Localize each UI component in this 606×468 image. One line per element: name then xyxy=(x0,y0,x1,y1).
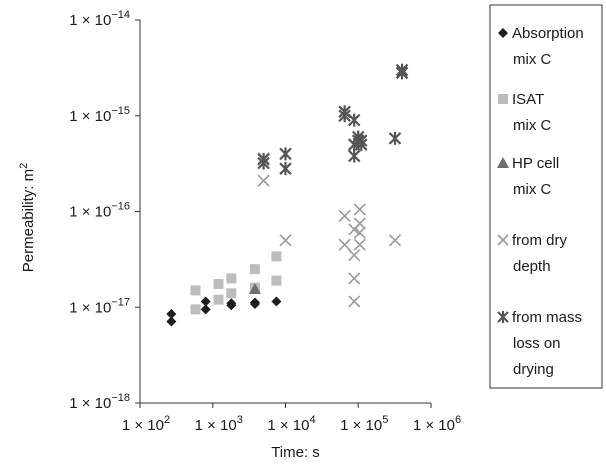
axis-titles: Time: s Permeability: m2 xyxy=(18,163,320,461)
data-point xyxy=(353,238,366,251)
data-point xyxy=(279,162,292,176)
legend-label: Absorption xyxy=(512,25,584,42)
data-point xyxy=(190,304,201,315)
data-point xyxy=(354,138,368,152)
data-point xyxy=(213,278,224,289)
data-point xyxy=(348,272,361,285)
data-point xyxy=(347,113,361,127)
legend-label: from mass xyxy=(512,309,582,326)
legend-item-3: from dry depth xyxy=(497,232,568,275)
data-point xyxy=(249,299,260,310)
data-point xyxy=(213,294,224,305)
data-point xyxy=(338,238,351,251)
y-tick-label: 1 × 10−18 xyxy=(69,392,130,412)
y-tick-label: 1 × 10−14 xyxy=(69,9,130,29)
x-tick-label: 1 × 105 xyxy=(340,414,388,434)
data-point xyxy=(271,296,282,307)
data-point xyxy=(226,300,237,311)
data-point xyxy=(395,66,409,80)
legend-item-1: ISAT mix C xyxy=(498,91,551,134)
data-point xyxy=(248,283,261,295)
legend-label: ISAT xyxy=(512,91,544,108)
data-point xyxy=(226,288,237,299)
data-point xyxy=(388,234,402,247)
data-point xyxy=(226,273,237,284)
y-axis-title: Permeability: m2 xyxy=(18,163,37,272)
series-0 xyxy=(166,296,282,327)
legend-label: HP cell xyxy=(512,155,559,172)
legend-label: drying xyxy=(513,361,554,378)
data-point xyxy=(338,109,351,123)
data-point xyxy=(166,309,177,320)
x-axis-title: Time: s xyxy=(271,444,320,461)
data-point xyxy=(190,285,201,296)
data-point xyxy=(353,203,366,216)
data-point xyxy=(348,249,361,262)
x-tick-label: 1 × 102 xyxy=(122,414,170,434)
data-point xyxy=(200,296,211,307)
legend-label: depth xyxy=(513,258,551,275)
data-point xyxy=(347,149,361,163)
legend-marker xyxy=(497,311,509,323)
tick-labels: 1 × 10−18 1 × 10−17 1 × 10−16 1 × 10−15 1 × … xyxy=(69,9,461,434)
data-point xyxy=(257,174,270,187)
y-tick-label: 1 × 10−17 xyxy=(69,296,130,316)
data-point xyxy=(353,226,366,239)
plot-area xyxy=(166,63,409,327)
legend-marker xyxy=(498,28,508,38)
legend-marker xyxy=(497,234,509,246)
data-point xyxy=(271,275,282,286)
data-point xyxy=(279,147,292,161)
legend-item-2: HP cell mix C xyxy=(497,155,559,198)
data-point xyxy=(338,209,351,222)
data-point xyxy=(257,156,270,170)
x-tick-label: 1 × 106 xyxy=(413,414,461,434)
y-tick-label: 1 × 10−15 xyxy=(69,105,130,125)
legend-marker xyxy=(498,94,508,104)
y-tick-label: 1 × 10−16 xyxy=(69,201,130,221)
legend: Absorption mix C ISAT mix C HP cell mix C from… xyxy=(489,4,603,389)
series-2 xyxy=(248,283,261,295)
x-tick-label: 1 × 103 xyxy=(195,414,243,434)
data-point xyxy=(249,264,260,275)
legend-item-0: Absorption mix C xyxy=(498,25,584,68)
data-point xyxy=(348,295,361,308)
legend-label: loss on xyxy=(513,335,561,352)
axes xyxy=(135,19,432,408)
data-point xyxy=(353,217,366,230)
data-point xyxy=(271,251,282,262)
series-4 xyxy=(257,63,409,176)
legend-box xyxy=(489,4,603,389)
data-point xyxy=(388,131,402,145)
legend-label: from dry xyxy=(512,232,568,249)
x-tick-label: 1 × 104 xyxy=(267,414,315,434)
legend-label: mix C xyxy=(513,117,551,134)
data-point xyxy=(166,316,177,327)
legend-label: mix C xyxy=(513,51,551,68)
data-point xyxy=(279,234,292,247)
legend-item-4: from mass loss on drying xyxy=(497,309,582,378)
legend-label: mix C xyxy=(513,181,551,198)
legend-marker xyxy=(497,157,509,168)
data-point xyxy=(200,304,211,315)
